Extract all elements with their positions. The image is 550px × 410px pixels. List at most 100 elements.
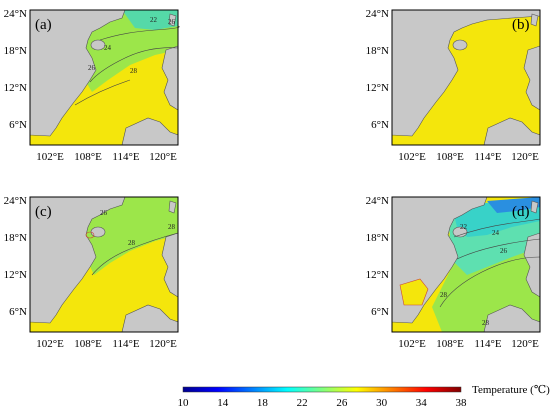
hainan-island xyxy=(90,226,106,238)
temperature-colorbar: 10 14 18 22 26 30 34 38 Temperature (℃) xyxy=(178,384,550,409)
lon-ticks-b: 102°E 108°E 114°E 120°E xyxy=(398,151,539,163)
map-panel-a-svg: 22 24 26 26 28 (a) 24°N 18°N 12°N 6°N 10… xyxy=(4,8,180,163)
isotherm-line xyxy=(91,232,179,276)
lon-tick: 102°E xyxy=(398,151,426,163)
contour-label: 26 xyxy=(100,209,108,217)
lat-tick: 18°N xyxy=(4,232,27,244)
contour-label: 24 xyxy=(492,229,500,237)
lat-tick: 12°N xyxy=(4,82,27,94)
colorbar-tick: 26 xyxy=(336,397,348,409)
isotherm-line xyxy=(456,238,541,260)
lat-tick: 24°N xyxy=(4,8,27,20)
colorbar-tick: 34 xyxy=(416,397,428,409)
contour-label: 22 xyxy=(150,16,158,24)
hainan-island xyxy=(90,39,106,51)
map-border xyxy=(29,9,179,146)
colorbar-tick: 30 xyxy=(376,397,388,409)
lon-ticks-d: 102°E 108°E 114°E 120°E xyxy=(398,338,539,350)
colorbar-tick: 10 xyxy=(178,397,190,409)
cool-water-zone xyxy=(80,10,178,92)
colorbar-tick: 18 xyxy=(257,397,269,409)
map-border xyxy=(29,196,179,333)
map-panel-c-svg: 26 28 28 (c) 24°N 18°N 12°N 6°N 102°E 10… xyxy=(4,195,179,350)
mainland-asia xyxy=(29,196,126,324)
taiwan-island xyxy=(168,13,177,27)
coldest-water-zone xyxy=(487,197,540,213)
taiwan-island xyxy=(530,13,539,27)
lon-tick: 120°E xyxy=(149,151,177,163)
hainan-island xyxy=(452,226,468,238)
gulf-warm-pocket xyxy=(399,278,429,306)
colorbar-tick: 14 xyxy=(217,397,229,409)
lat-tick: 6°N xyxy=(371,119,389,131)
lon-tick: 114°E xyxy=(112,338,139,350)
lat-tick: 12°N xyxy=(366,82,389,94)
lat-ticks-a: 24°N 18°N 12°N 6°N xyxy=(4,8,27,131)
map-panel-b: (b) 24°N 18°N 12°N 6°N 102°E 108°E 114°E… xyxy=(270,5,541,180)
isotherm-line xyxy=(439,256,541,308)
isotherm-line xyxy=(89,47,179,83)
lon-tick: 102°E xyxy=(36,151,64,163)
contour-label: 26 xyxy=(88,64,96,72)
isotherm-line xyxy=(99,25,180,41)
lat-tick: 24°N xyxy=(4,195,27,207)
lat-tick: 18°N xyxy=(4,45,27,57)
lat-tick: 18°N xyxy=(366,232,389,244)
contour-label: 28 xyxy=(168,223,176,231)
panel-label: (c) xyxy=(35,204,52,220)
map-frame-b: (b) xyxy=(391,9,541,146)
lon-tick: 108°E xyxy=(436,338,464,350)
lat-ticks-b: 24°N 18°N 12°N 6°N xyxy=(366,8,389,131)
cold-water-zone xyxy=(122,10,178,30)
lat-tick: 6°N xyxy=(9,306,27,318)
map-frame-d: 22 24 26 28 28 (d) xyxy=(391,196,541,333)
map-panel-d: 22 24 26 28 28 (d) 24°N 18°N 12°N 6°N 10… xyxy=(270,192,541,367)
contour-label: 24 xyxy=(104,44,112,52)
colorbar-gradient xyxy=(182,386,462,393)
lon-ticks-c: 102°E 108°E 114°E 120°E xyxy=(36,338,177,350)
lat-tick: 6°N xyxy=(9,119,27,131)
contour-label: 26 xyxy=(500,247,508,255)
lat-ticks-c: 24°N 18°N 12°N 6°N xyxy=(4,195,27,318)
lon-tick: 102°E xyxy=(398,338,426,350)
map-panel-d-svg: 22 24 26 28 28 (d) 24°N 18°N 12°N 6°N 10… xyxy=(366,195,541,350)
map-frame-c: 26 28 28 (c) xyxy=(29,196,179,333)
lat-tick: 24°N xyxy=(366,8,389,20)
contour-label: 28 xyxy=(130,67,138,75)
cool-water-zone xyxy=(85,197,178,275)
map-panel-a: 22 24 26 26 28 (a) 24°N 18°N 12°N 6°N 10… xyxy=(0,5,270,180)
map-panel-c: 26 28 28 (c) 24°N 18°N 12°N 6°N 102°E 10… xyxy=(0,192,270,367)
lat-tick: 12°N xyxy=(4,269,27,281)
panel-label: (a) xyxy=(35,17,52,33)
lat-ticks-d: 24°N 18°N 12°N 6°N xyxy=(366,195,389,318)
lon-tick: 102°E xyxy=(36,338,64,350)
map-border xyxy=(391,196,541,333)
hainan-island xyxy=(452,39,468,51)
colorbar-tick: 38 xyxy=(456,397,468,409)
mainland-asia xyxy=(29,9,126,137)
map-panel-b-svg: (b) 24°N 18°N 12°N 6°N 102°E 108°E 114°E… xyxy=(366,8,541,163)
taiwan-island xyxy=(530,200,539,214)
lon-ticks-a: 102°E 108°E 114°E 120°E xyxy=(36,151,177,163)
contour-label: 22 xyxy=(460,223,468,231)
map-frame-a: 22 24 26 26 28 (a) xyxy=(29,9,180,146)
contour-label: 28 xyxy=(128,239,136,247)
warm-eddy-contour xyxy=(85,231,95,239)
colorbar-label: Temperature (℃) xyxy=(472,384,550,396)
isotherm-line xyxy=(453,218,541,238)
lon-tick: 108°E xyxy=(74,338,102,350)
colorbar-tick: 22 xyxy=(297,397,308,409)
lon-tick: 114°E xyxy=(112,151,139,163)
lat-tick: 24°N xyxy=(366,195,389,207)
lon-tick: 108°E xyxy=(436,151,464,163)
lon-tick: 114°E xyxy=(474,338,501,350)
mainland-asia xyxy=(391,9,541,137)
lat-tick: 12°N xyxy=(366,269,389,281)
panel-label: (d) xyxy=(512,204,530,220)
lon-tick: 108°E xyxy=(74,151,102,163)
lon-tick: 120°E xyxy=(511,338,539,350)
isotherm-line xyxy=(74,79,131,106)
lon-tick: 120°E xyxy=(149,338,177,350)
contour-label: 28 xyxy=(440,291,448,299)
lon-tick: 120°E xyxy=(511,151,539,163)
